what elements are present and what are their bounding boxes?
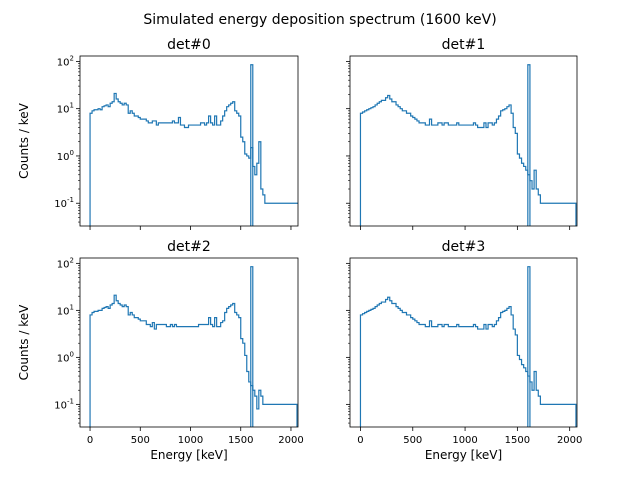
y-tick-label: 102 xyxy=(57,54,74,68)
axes-frame xyxy=(79,257,299,428)
x-tick-label: 2000 xyxy=(557,435,582,446)
y-tick-label: 10-1 xyxy=(54,196,74,210)
peak-bar xyxy=(250,266,254,427)
y-tick-label: 100 xyxy=(57,350,74,364)
x-tick-label: 2000 xyxy=(278,435,303,446)
peak-bar xyxy=(527,64,531,226)
x-tick-label: 0 xyxy=(87,435,93,446)
histogram-series xyxy=(359,94,577,226)
peak-bar xyxy=(250,64,254,226)
x-tick-label: 1000 xyxy=(452,435,477,446)
panel-title: det#2 xyxy=(167,239,211,255)
axes-frame xyxy=(349,257,578,428)
y-axis-label: Counts / keV xyxy=(17,102,31,178)
panel-title: det#0 xyxy=(167,37,211,53)
y-tick-label: 10-1 xyxy=(54,397,74,411)
x-tick-label: 1500 xyxy=(228,435,253,446)
x-tick-label: 1000 xyxy=(178,435,203,446)
x-tick-label: 500 xyxy=(403,435,422,446)
x-tick-label: 500 xyxy=(131,435,150,446)
figure-suptitle: Simulated energy deposition spectrum (16… xyxy=(143,12,496,28)
panel-3: 0 500 1000 1500 2000 det#3 Energy [keV] xyxy=(346,239,582,462)
histogram-series xyxy=(359,296,577,427)
y-tick-label: 101 xyxy=(57,102,74,116)
histogram-series xyxy=(89,294,298,427)
y-tick-label: 101 xyxy=(57,303,74,317)
panel-2: 0 500 1000 1500 2000 10-1 100 101 102 det#2 Energy… xyxy=(17,239,304,462)
histogram-series xyxy=(89,92,298,226)
x-tick-label: 0 xyxy=(357,435,363,446)
y-tick-label: 102 xyxy=(57,256,74,270)
y-axis-label: Counts / keV xyxy=(17,304,31,380)
panel-1: det#1 xyxy=(346,37,578,230)
panel-title: det#1 xyxy=(442,37,486,53)
peak-bar xyxy=(527,266,531,427)
x-axis-label: Energy [keV] xyxy=(150,448,227,462)
y-tick-label: 100 xyxy=(57,149,74,163)
axes-frame xyxy=(349,55,578,227)
panel-title: det#3 xyxy=(442,239,486,255)
x-axis-label: Energy [keV] xyxy=(425,448,502,462)
axes-frame xyxy=(79,55,299,227)
panel-0: 10-1 100 101 102 det#0 Counts / keV xyxy=(17,37,299,230)
x-tick-label: 1500 xyxy=(505,435,530,446)
